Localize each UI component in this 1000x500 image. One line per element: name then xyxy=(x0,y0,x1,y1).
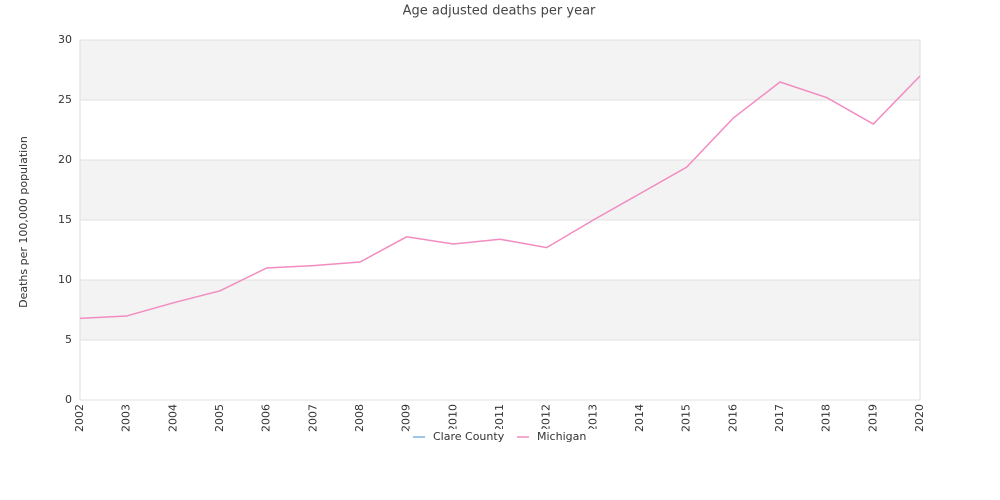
x-tick-label: 2013 xyxy=(586,404,599,432)
x-tick-label: 2020 xyxy=(913,404,926,432)
x-tick-label: 2008 xyxy=(353,404,366,432)
grid-band xyxy=(80,160,920,220)
x-tick-label: 2006 xyxy=(260,404,273,432)
y-tick-label: 25 xyxy=(58,93,72,106)
x-tick-label: 2011 xyxy=(493,404,506,432)
x-tick-label: 2014 xyxy=(633,404,646,432)
x-tick-label: 2017 xyxy=(773,404,786,432)
x-tick-label: 2004 xyxy=(166,404,179,432)
x-tick-label: 2005 xyxy=(213,404,226,432)
legend-label: Michigan xyxy=(537,430,586,443)
chart-title: Age adjusted deaths per year xyxy=(403,4,596,19)
legend-bg xyxy=(409,429,505,445)
x-tick-label: 2018 xyxy=(820,404,833,432)
grid-band xyxy=(80,40,920,100)
x-tick-label: 2015 xyxy=(680,404,693,432)
x-tick-label: 2019 xyxy=(866,404,879,432)
y-tick-label: 5 xyxy=(65,333,72,346)
x-tick-label: 2012 xyxy=(540,404,553,432)
x-tick-label: 2007 xyxy=(306,404,319,432)
legend-label: Clare County xyxy=(433,430,505,443)
x-tick-label: 2016 xyxy=(726,404,739,432)
y-tick-label: 10 xyxy=(58,273,72,286)
series-line xyxy=(79,75,921,320)
legend-bg xyxy=(513,429,609,445)
x-tick-label: 2009 xyxy=(400,404,413,432)
x-tick-label: 2003 xyxy=(120,404,133,432)
y-tick-label: 0 xyxy=(65,393,72,406)
y-tick-label: 30 xyxy=(58,33,72,46)
x-tick-label: 2002 xyxy=(73,404,86,432)
y-axis-label: Deaths per 100,000 population xyxy=(17,136,30,308)
grid-band xyxy=(80,280,920,340)
y-tick-label: 20 xyxy=(58,153,72,166)
y-tick-label: 15 xyxy=(58,213,72,226)
x-tick-label: 2010 xyxy=(446,404,459,432)
